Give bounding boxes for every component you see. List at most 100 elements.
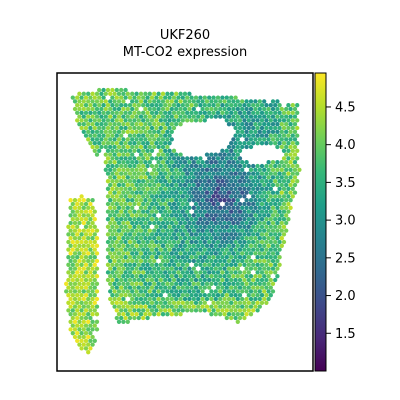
data-point (262, 274, 267, 279)
data-point (213, 190, 218, 195)
data-point (141, 118, 146, 123)
data-point (167, 262, 172, 267)
data-point (138, 152, 144, 157)
data-point (290, 186, 295, 191)
data-point (213, 289, 218, 294)
data-point (110, 285, 115, 290)
data-point (262, 243, 267, 248)
data-point (226, 213, 232, 218)
data-point (180, 194, 185, 199)
data-point (86, 258, 91, 264)
data-point (136, 224, 141, 229)
data-point (220, 270, 225, 275)
data-point (160, 296, 166, 302)
data-point (244, 296, 249, 302)
data-point (229, 277, 234, 283)
data-point (121, 144, 126, 150)
data-point (174, 312, 179, 317)
data-point (231, 266, 236, 271)
data-point (138, 198, 144, 203)
data-point (187, 91, 192, 96)
data-point (233, 95, 238, 100)
data-point (259, 270, 265, 275)
data-point (167, 217, 172, 222)
data-point (83, 110, 89, 115)
data-point (127, 163, 133, 169)
data-point (248, 228, 254, 233)
data-point (66, 277, 71, 283)
data-point (154, 255, 159, 260)
data-point (127, 194, 133, 199)
data-point (262, 190, 267, 195)
data-point (145, 171, 150, 176)
data-point (110, 148, 115, 153)
data-point (191, 228, 196, 233)
data-point (224, 194, 229, 199)
data-point (143, 304, 148, 309)
data-point (185, 118, 190, 123)
data-point (259, 125, 265, 131)
data-point (209, 190, 214, 195)
data-point (204, 114, 210, 119)
data-point (259, 224, 265, 229)
data-point (134, 182, 139, 188)
data-point (130, 167, 135, 172)
data-point (136, 209, 141, 214)
data-point (134, 114, 139, 119)
data-point (277, 186, 282, 191)
data-point (220, 95, 225, 100)
data-point (292, 114, 298, 119)
data-point (242, 262, 247, 267)
data-point (136, 315, 141, 321)
data-point (244, 312, 249, 317)
data-point (284, 182, 289, 188)
data-point (178, 251, 183, 256)
data-point (290, 194, 295, 199)
data-point (169, 281, 174, 286)
data-point (119, 110, 124, 115)
data-point (213, 304, 218, 309)
data-point (202, 103, 207, 108)
data-point (108, 296, 113, 302)
data-point (292, 175, 298, 180)
data-point (215, 300, 221, 305)
data-point (86, 266, 91, 271)
data-point (141, 110, 146, 115)
data-point (257, 114, 262, 119)
data-point (211, 217, 216, 222)
data-point (114, 103, 119, 108)
data-point (270, 266, 276, 271)
data-point (101, 95, 106, 100)
data-point (149, 171, 155, 176)
data-point (248, 236, 254, 241)
data-point (202, 95, 207, 100)
data-point (193, 308, 199, 313)
data-point (259, 232, 265, 237)
data-point (72, 304, 78, 309)
data-point (178, 228, 183, 233)
data-point (160, 129, 166, 134)
data-point (275, 243, 280, 248)
data-point (209, 205, 214, 210)
data-point (125, 122, 130, 127)
data-point (211, 247, 216, 252)
data-point (240, 144, 245, 150)
data-point (202, 194, 207, 199)
data-point (110, 262, 115, 267)
data-point (94, 122, 100, 127)
data-point (286, 179, 291, 184)
data-point (284, 205, 289, 210)
data-point (132, 217, 137, 222)
data-point (193, 285, 199, 290)
data-point (281, 141, 287, 146)
data-point (226, 312, 232, 317)
data-point (248, 106, 254, 112)
data-point (248, 274, 254, 279)
data-point (233, 133, 238, 138)
data-point (295, 133, 300, 138)
data-point (264, 285, 269, 290)
data-point (286, 141, 291, 146)
data-point (211, 255, 216, 260)
data-point (127, 171, 133, 176)
data-point (125, 167, 130, 172)
